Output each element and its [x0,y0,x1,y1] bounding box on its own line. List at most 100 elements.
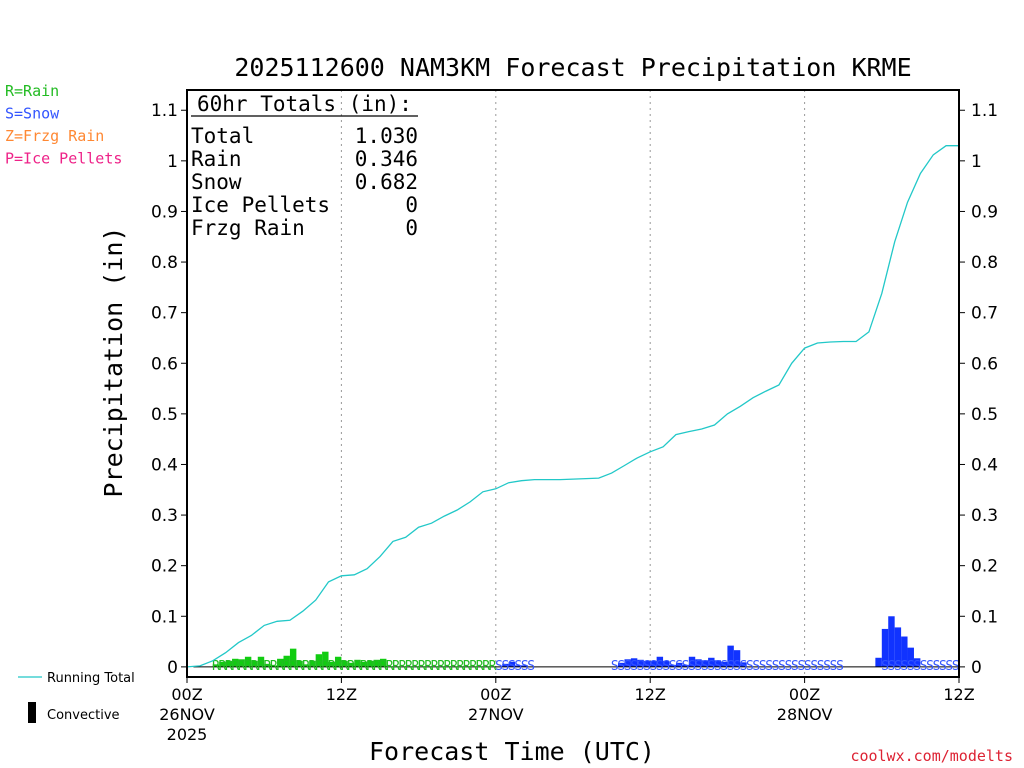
rain-bar [328,661,335,667]
snow-type-letter: S [836,659,844,674]
y-axis-label: Precipitation (in) [99,227,128,498]
rain-type-letter: R [334,659,342,674]
rain-bar [283,655,290,667]
rain-type-letter: R [354,659,362,674]
y-tick-label-left: 0.2 [151,557,178,577]
y-tick-label-right: 1.1 [971,101,998,121]
y-tick-label-right: 1 [971,152,982,172]
precip-type-labels: RRRRRRRRRRRRRRRRRRRRRRRRRRRRRRRRRRRRRRRR… [212,659,960,674]
snow-type-letter: S [888,659,896,674]
snow-bar [675,662,683,667]
rain-type-letter: R [251,659,259,674]
rain-bar [219,661,226,667]
y-tick-label-right: 0.9 [971,202,998,222]
watermark: coolwx.com/modelts [850,747,1013,765]
rain-bar [302,664,310,667]
snow-type-letter: S [720,659,728,674]
rain-bar [347,662,355,667]
snow-type-letter: S [900,659,908,674]
running-total-legend-label: Running Total [47,671,135,686]
snow-type-letter: S [611,659,619,674]
rain-bar [238,659,245,667]
snow-type-letter: S [823,659,831,674]
rain-bar [244,656,252,667]
rain-type-letter: R [257,659,265,674]
snow-type-letter: S [656,659,664,674]
y-tick-label-left: 0.5 [151,405,178,425]
y-tick-label-left: 1.1 [151,101,178,121]
snow-type-letter: S [746,659,754,674]
snow-bar [515,665,522,667]
snow-type-letter: S [907,659,915,674]
snow-bar [894,627,902,667]
snow-bar [733,650,741,667]
rain-bar [270,665,278,667]
snow-bar [656,656,664,667]
rain-type-letter: R [212,659,220,674]
snow-bar [907,647,914,667]
snow-type-letter: S [707,659,715,674]
rain-type-letter: R [444,659,452,674]
snow-type-letter: S [630,659,638,674]
rain-type-letter: R [373,659,381,674]
rain-type-letter: R [476,659,484,674]
snow-type-letter: S [617,659,625,674]
series-legend: Running Total Convective [18,671,135,723]
snow-type-letter: S [740,659,748,674]
rain-type-letter: R [360,659,368,674]
snow-bar [888,616,895,667]
snow-type-letter: S [765,659,773,674]
precip-type-legend: R=Rain S=Snow Z=Frzg Rain P=Ice Pellets [5,82,122,168]
rain-type-letter: R [225,659,233,674]
x-tick-label: 12Z [635,685,666,704]
snow-bar [881,628,889,667]
rain-type-letter: R [283,659,291,674]
running-total-polyline [186,145,959,668]
rain-type-letter: R [238,659,246,674]
rain-bar [212,664,220,667]
totals-row-label: Snow [191,170,242,194]
snow-type-letter: S [495,659,503,674]
y-tick-label-left: 0.4 [151,455,178,475]
y-tick-label-right: 0.6 [971,354,998,374]
rain-bar [322,651,329,667]
x-tick-date: 28NOV [777,705,833,724]
rain-bar [315,654,323,667]
snow-type-letter: S [752,659,760,674]
rain-type-letter: R [315,659,323,674]
snow-bar [714,660,721,667]
rain-type-letter: R [450,659,458,674]
x-tick-label: 00Z [171,685,202,704]
x-tick-label: 00Z [480,685,511,704]
rain-type-letter: R [321,659,329,674]
rain-type-letter: R [302,659,310,674]
snow-bar [727,645,734,667]
snow-type-letter: S [701,659,709,674]
rain-type-letter: R [231,659,239,674]
totals-row-label: Rain [191,147,242,171]
rain-type-letter: R [469,659,477,674]
rain-type-letter: R [341,659,349,674]
snow-type-letter: S [926,659,934,674]
snow-type-letter: S [830,659,838,674]
rain-bar [257,656,265,667]
totals-row-value: 0.346 [355,147,418,171]
snow-type-letter: S [810,659,818,674]
snow-type-letter: S [714,659,722,674]
snow-type-letter: S [952,659,960,674]
plot-frame [186,89,960,678]
snow-type-letter: S [945,659,953,674]
rain-type-letter: R [489,659,497,674]
snow-type-letter: S [759,659,767,674]
y-tick-label-right: 0.7 [971,304,998,324]
snow-bar [618,662,625,667]
snow-type-letter: S [662,659,670,674]
snow-type-letter: S [675,659,683,674]
x-tick-date: 26NOV [159,705,215,724]
y-tick-label-right: 0.8 [971,253,998,273]
snow-bar [624,659,631,667]
snow-type-letter: S [508,659,516,674]
y-tick-label-left: 0.1 [151,607,178,627]
totals-row-value: 1.030 [355,124,418,148]
